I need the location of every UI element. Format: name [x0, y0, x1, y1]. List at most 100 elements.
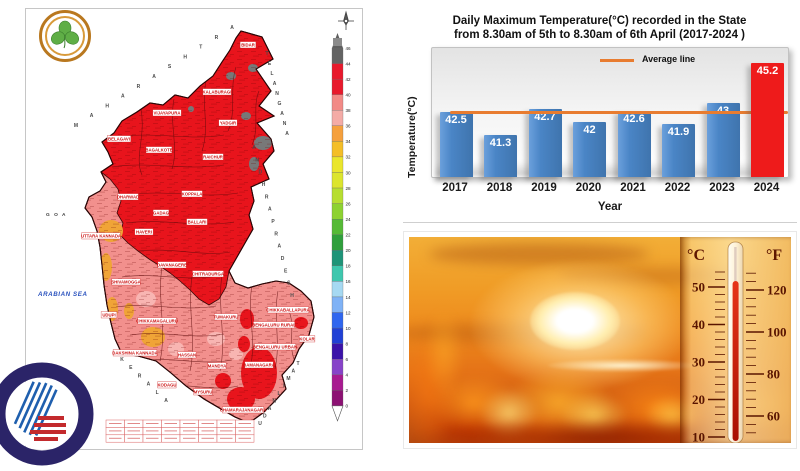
svg-text:BIDAR: BIDAR: [241, 43, 256, 48]
svg-text:MYSURU: MYSURU: [194, 390, 213, 395]
scale-tick-label: 16: [346, 279, 352, 284]
district-label: DHARWAD: [117, 193, 139, 201]
scale-color-cell: [331, 78, 344, 95]
neighbor-state-letter: L: [277, 391, 280, 397]
neighbor-state-letter: I: [283, 384, 285, 390]
svg-text:YADGIR: YADGIR: [220, 121, 237, 126]
neighbor-state-letter: A: [90, 113, 94, 119]
chart-bar-2017: 42.5: [439, 112, 473, 177]
neighbor-state-letter: R: [137, 84, 141, 90]
neighbor-state-letter: E: [284, 268, 288, 274]
district-label: GADAG: [152, 209, 170, 217]
svg-text:DAKSHINA KANNADA: DAKSHINA KANNADA: [112, 351, 157, 356]
scale-tick-label: 18: [346, 264, 352, 269]
chart-bar-2024: 45.2: [751, 62, 784, 177]
district-label: YADGIR: [218, 119, 238, 127]
district-label: CHIKKAMAGALURU: [136, 317, 178, 325]
district-label: BIDAR: [239, 41, 257, 49]
svg-text:GADAG: GADAG: [153, 211, 170, 216]
scale-color-cell: [331, 63, 344, 80]
celsius-tick-label: 10: [692, 430, 705, 444]
x-tick-2024: 2024: [753, 182, 780, 194]
neighbor-state-letter: N: [283, 121, 287, 127]
svg-text:UTTARA KANNADA: UTTARA KANNADA: [81, 234, 121, 239]
svg-text:KALABURAGI: KALABURAGI: [203, 90, 232, 95]
district-label: HAVERI: [134, 228, 154, 236]
y-axis-title: Temperature(°C): [406, 96, 418, 178]
scale-tick-label: 28: [346, 186, 352, 191]
scale-tick-label: 46: [346, 46, 352, 51]
flame-blob: [424, 308, 464, 398]
scale-color-cell: [331, 219, 344, 235]
legend-average-line-swatch: [600, 59, 634, 62]
scale-color-cell: [331, 187, 344, 204]
scale-tick-label: 30: [346, 170, 352, 175]
neighbor-state-letter: H: [183, 54, 187, 60]
chart-bar-2021: 42.6: [617, 110, 651, 177]
scale-color-cell: [331, 359, 344, 375]
scale-tick-label: 4: [346, 373, 349, 378]
scale-tick-label: 20: [346, 248, 352, 253]
chart-bottom-divider: [403, 222, 797, 223]
scale-tick-label: 36: [346, 124, 352, 129]
svg-text:HASSAN: HASSAN: [178, 353, 196, 358]
x-tick-2020: 2020: [575, 182, 602, 194]
district-label: TUMAKURU: [214, 313, 238, 321]
arabian-sea-label: ARABIAN SEA: [37, 291, 88, 298]
district-label: KOLAR: [298, 335, 316, 343]
chart-bar-2023: 43: [706, 103, 740, 177]
scale-tick-label: 26: [346, 201, 352, 206]
district-label: HASSAN: [177, 351, 197, 359]
neighbor-state-letter: L: [156, 390, 159, 396]
scale-tick-label: 32: [346, 155, 352, 160]
chart-title-line1: Daily Maximum Temperature(°C) recorded i…: [452, 15, 747, 27]
temperature-scale: 4644424038363432302826242220181614121086…: [331, 33, 352, 422]
fahrenheit-tick-label: 100: [767, 325, 787, 340]
district-label: DAKSHINA KANNADA: [112, 349, 158, 357]
x-tick-2021: 2021: [620, 182, 646, 194]
neighbor-state-letter: N: [255, 157, 259, 163]
neighbor-state-letter: A: [273, 81, 277, 87]
neighbor-state-letter: A: [121, 94, 125, 100]
scale-color-cell: [331, 47, 344, 64]
svg-text:KOLAR: KOLAR: [299, 337, 315, 342]
neighbor-state-letter: T: [265, 51, 268, 57]
district-label: KODAGU: [157, 381, 177, 389]
scale-tick-label: 38: [346, 108, 352, 113]
district-label: CHAMARAJANAGARA: [220, 406, 266, 414]
temperature-bar-chart: Daily Maximum Temperature(°C) recorded i…: [402, 3, 797, 222]
scale-color-cell: [331, 94, 344, 111]
district-label: BAGALKOTE: [145, 146, 173, 154]
chart-title: Daily Maximum Temperature(°C) recorded i…: [402, 14, 797, 42]
neighbor-state-letter: T: [296, 361, 299, 367]
neighbor-state-letter: N: [272, 399, 276, 405]
scale-tick-label: 42: [346, 77, 352, 82]
district-label: SHIVAMOGGA: [111, 278, 141, 286]
bar-value-label: 42.7: [534, 110, 556, 123]
fahrenheit-unit-label: °F: [766, 247, 782, 264]
district-label: BENGALURU URBAN: [253, 343, 297, 351]
scale-tick-label: 8: [346, 341, 349, 346]
map-stats-table: [105, 419, 255, 443]
neighbor-state-letter: M: [286, 376, 290, 382]
svg-text:RAICHUR: RAICHUR: [203, 155, 224, 160]
district-label: VIJAYAPURA: [152, 109, 182, 117]
scale-color-cell: [331, 156, 344, 173]
scale-tick-label: 22: [346, 233, 352, 238]
district-label: UTTARA KANNADA: [81, 232, 121, 240]
scale-color-cell: [331, 110, 344, 126]
fahrenheit-tick-label: 60: [767, 409, 780, 424]
neighbor-state-letter: A: [285, 131, 289, 137]
district-label: RAICHUR: [202, 153, 224, 161]
neighbor-state-letter: A: [164, 398, 168, 404]
neighbor-state-letter: H: [290, 293, 294, 299]
celsius-tick-label: 30: [692, 355, 705, 370]
fahrenheit-tick-label: 120: [767, 283, 787, 298]
district-label: DAVANAGERE: [157, 261, 187, 269]
scale-tick-label: 12: [346, 310, 352, 315]
scale-tick-label: 40: [346, 92, 352, 97]
chart-bar-2019: 42.7: [528, 108, 562, 177]
celsius-unit-label: °C: [687, 247, 705, 264]
neighbor-state-letter: P: [271, 219, 275, 225]
neighbor-state-letter: D: [281, 256, 285, 262]
